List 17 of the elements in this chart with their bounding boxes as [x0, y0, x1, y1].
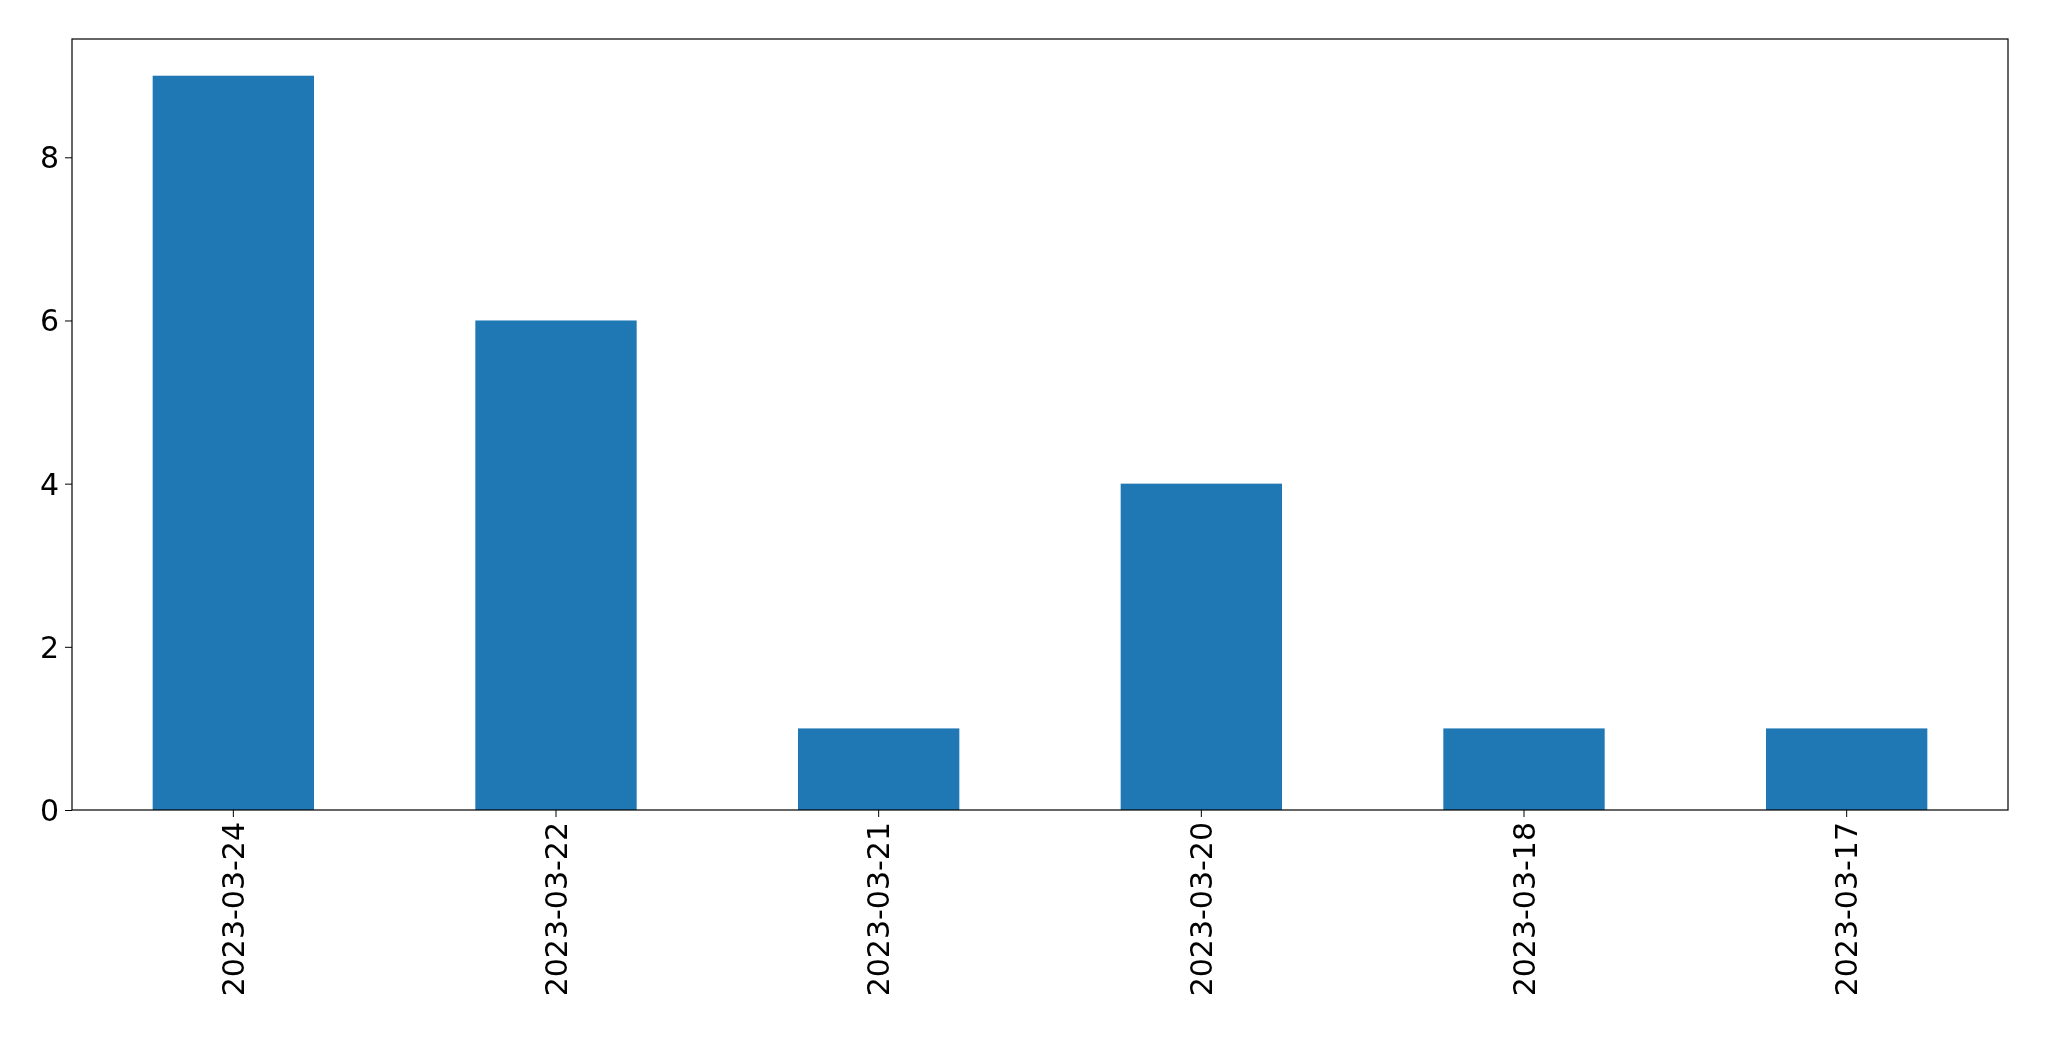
y-tick-label: 0: [39, 793, 59, 828]
y-tick-label: 8: [39, 140, 59, 176]
bar: [475, 320, 637, 810]
x-tick-label: 2023-03-22: [538, 822, 574, 997]
bar: [1766, 728, 1928, 810]
bar: [798, 728, 960, 810]
bar: [152, 75, 314, 810]
x-tick-label: 2023-03-24: [215, 822, 251, 997]
y-tick-label: 2: [39, 629, 59, 665]
x-tick-label: 2023-03-18: [1506, 822, 1542, 997]
x-tick-label: 2023-03-21: [861, 822, 897, 997]
y-tick-label: 4: [39, 466, 59, 502]
x-tick-label: 2023-03-20: [1183, 822, 1219, 997]
x-tick-label: 2023-03-17: [1829, 822, 1865, 997]
bar: [1120, 483, 1282, 810]
y-tick-label: 6: [39, 303, 59, 339]
bar: [1443, 728, 1605, 810]
